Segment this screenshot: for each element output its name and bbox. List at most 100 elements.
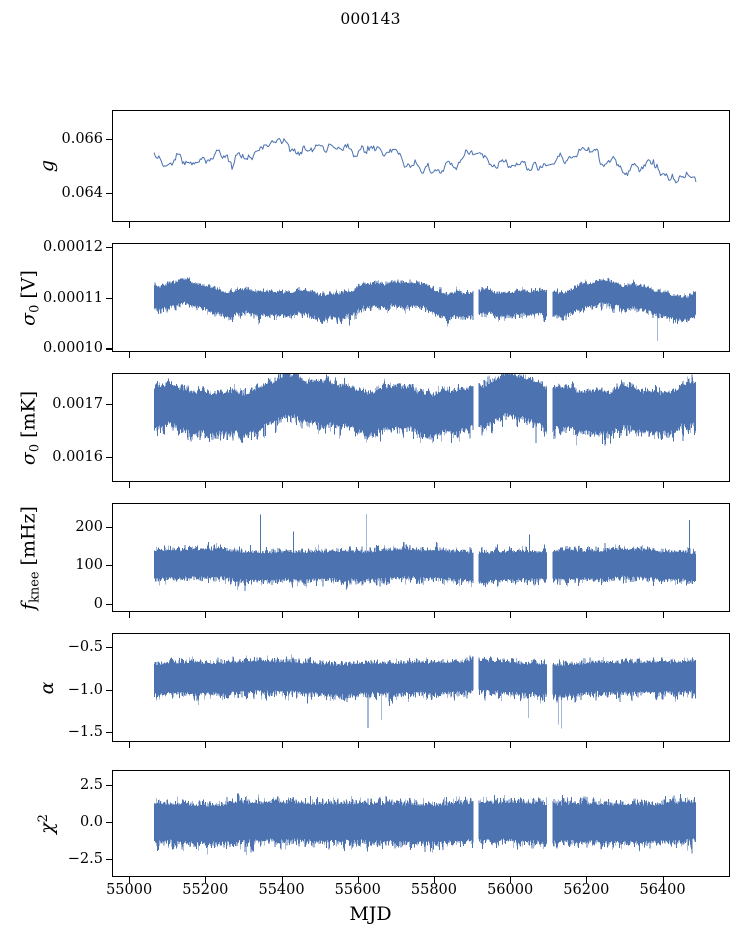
ytick-label-fknee-1: 100 xyxy=(75,557,103,574)
xtick-mark-fknee-5 xyxy=(510,612,512,618)
panel-sigma0_v xyxy=(112,243,730,352)
series-sigma0_mk xyxy=(153,374,697,446)
ytick-mark-sigma0_mk-0 xyxy=(106,456,112,459)
ytick-label-chi2-0: 2.5 xyxy=(79,777,103,794)
xtick-mark-sigma0_v-3 xyxy=(357,352,359,358)
xtick-mark-fknee-4 xyxy=(433,612,436,618)
xtick-label-2: 55400 xyxy=(258,882,305,898)
xtick-mark-sigma0_mk-2 xyxy=(281,482,283,488)
ytick-mark-alpha-1 xyxy=(106,689,112,691)
xtick-mark-chi2-4 xyxy=(433,877,436,883)
xtick-label-6: 56200 xyxy=(563,882,610,898)
ytick-mark-chi2-0 xyxy=(106,785,112,787)
ytick-label-sigma0_v-0: 0.00010 xyxy=(43,340,103,357)
x-axis-label: MJD xyxy=(349,903,392,925)
xtick-mark-sigma0_v-2 xyxy=(281,352,283,358)
ytick-label-fknee-0: 0 xyxy=(93,595,103,612)
xtick-mark-alpha-5 xyxy=(510,742,512,748)
ytick-mark-sigma0_v-1 xyxy=(106,297,112,299)
xtick-mark-alpha-7 xyxy=(662,742,664,748)
xtick-mark-chi2-3 xyxy=(357,877,359,883)
xtick-mark-alpha-4 xyxy=(433,742,436,748)
xtick-label-4: 55800 xyxy=(410,882,458,898)
ytick-label-sigma0_mk-1: 0.0017 xyxy=(52,395,103,412)
xtick-mark-alpha-1 xyxy=(205,742,207,748)
ytick-mark-alpha-2 xyxy=(106,731,112,733)
ytick-mark-sigma0_v-2 xyxy=(106,246,112,248)
ytick-label-alpha-2: −1.5 xyxy=(67,723,103,740)
xtick-mark-alpha-2 xyxy=(281,742,283,748)
xtick-mark-gain-4 xyxy=(433,222,436,228)
xtick-mark-sigma0_mk-5 xyxy=(510,482,512,488)
xtick-label-1: 55200 xyxy=(182,882,229,898)
ytick-mark-fknee-1 xyxy=(106,565,112,567)
ytick-label-sigma0_mk-0: 0.0016 xyxy=(52,448,103,465)
ylabel-sigma0_mk: σ0 [mK] xyxy=(17,390,43,465)
figure-title: 000143 xyxy=(340,10,401,28)
xtick-mark-chi2-0 xyxy=(129,877,131,883)
ytick-mark-gain-0 xyxy=(106,192,112,194)
ytick-label-sigma0_v-1: 0.00011 xyxy=(43,289,103,306)
series-fknee xyxy=(153,514,697,591)
ytick-label-gain-1: 0.066 xyxy=(61,131,103,148)
series-gain xyxy=(153,137,697,184)
xtick-mark-sigma0_mk-6 xyxy=(586,482,588,488)
ylabel-sigma0_v: σ0 [V] xyxy=(17,269,43,326)
xtick-mark-fknee-1 xyxy=(205,612,207,618)
ytick-mark-gain-1 xyxy=(106,139,112,141)
xtick-mark-gain-1 xyxy=(205,222,207,228)
series-sigma0_v xyxy=(153,277,697,341)
ytick-label-alpha-0: −0.5 xyxy=(67,639,103,656)
xtick-mark-gain-3 xyxy=(357,222,359,228)
xtick-mark-fknee-2 xyxy=(281,612,283,618)
xtick-mark-fknee-0 xyxy=(129,612,131,618)
xtick-mark-gain-2 xyxy=(281,222,283,228)
panel-sigma0_mk xyxy=(112,373,730,482)
ytick-label-chi2-1: 0.0 xyxy=(79,814,103,831)
xtick-label-3: 55600 xyxy=(334,882,381,898)
xtick-mark-sigma0_mk-4 xyxy=(433,482,436,488)
xtick-mark-sigma0_v-4 xyxy=(433,352,436,358)
xtick-mark-gain-0 xyxy=(129,222,131,228)
xtick-mark-alpha-0 xyxy=(129,742,131,748)
ytick-label-gain-0: 0.064 xyxy=(61,184,103,201)
ytick-label-alpha-1: −1.0 xyxy=(67,681,103,698)
xtick-mark-sigma0_mk-1 xyxy=(205,482,207,488)
ytick-label-fknee-2: 200 xyxy=(75,518,103,535)
panel-fknee xyxy=(112,503,730,612)
xtick-label-5: 56000 xyxy=(487,882,534,898)
xtick-mark-sigma0_mk-3 xyxy=(357,482,359,488)
xtick-mark-sigma0_v-0 xyxy=(129,352,131,358)
ytick-mark-sigma0_v-0 xyxy=(106,348,112,350)
xtick-mark-alpha-6 xyxy=(586,742,588,748)
xtick-mark-fknee-7 xyxy=(662,612,664,618)
xtick-mark-chi2-5 xyxy=(510,877,512,883)
xtick-mark-chi2-2 xyxy=(281,877,283,883)
ytick-label-chi2-2: −2.5 xyxy=(67,850,103,867)
ytick-mark-chi2-2 xyxy=(106,858,112,860)
ytick-label-sigma0_v-2: 0.00012 xyxy=(43,238,103,255)
xtick-mark-gain-5 xyxy=(510,222,512,228)
ytick-mark-fknee-0 xyxy=(106,603,112,605)
xtick-mark-sigma0_v-5 xyxy=(510,352,512,358)
xtick-mark-chi2-6 xyxy=(586,877,588,883)
xtick-mark-chi2-1 xyxy=(205,877,207,883)
xtick-mark-fknee-6 xyxy=(586,612,588,618)
xtick-mark-fknee-3 xyxy=(357,612,359,618)
xtick-label-0: 55000 xyxy=(106,882,153,898)
panel-gain xyxy=(112,110,730,222)
xtick-mark-sigma0_v-6 xyxy=(586,352,588,358)
ytick-mark-sigma0_mk-1 xyxy=(106,403,112,405)
xtick-mark-sigma0_mk-0 xyxy=(129,482,131,488)
ytick-mark-chi2-1 xyxy=(106,822,112,824)
xtick-mark-sigma0_v-1 xyxy=(205,352,207,358)
xtick-label-7: 56400 xyxy=(639,882,686,898)
xtick-mark-gain-6 xyxy=(586,222,588,228)
ytick-mark-fknee-2 xyxy=(106,526,112,528)
series-chi2 xyxy=(153,793,697,856)
ytick-mark-alpha-0 xyxy=(106,647,112,649)
ylabel-alpha: α xyxy=(36,681,58,694)
xtick-mark-alpha-3 xyxy=(357,742,359,748)
ylabel-chi2: χ2 xyxy=(36,813,58,834)
